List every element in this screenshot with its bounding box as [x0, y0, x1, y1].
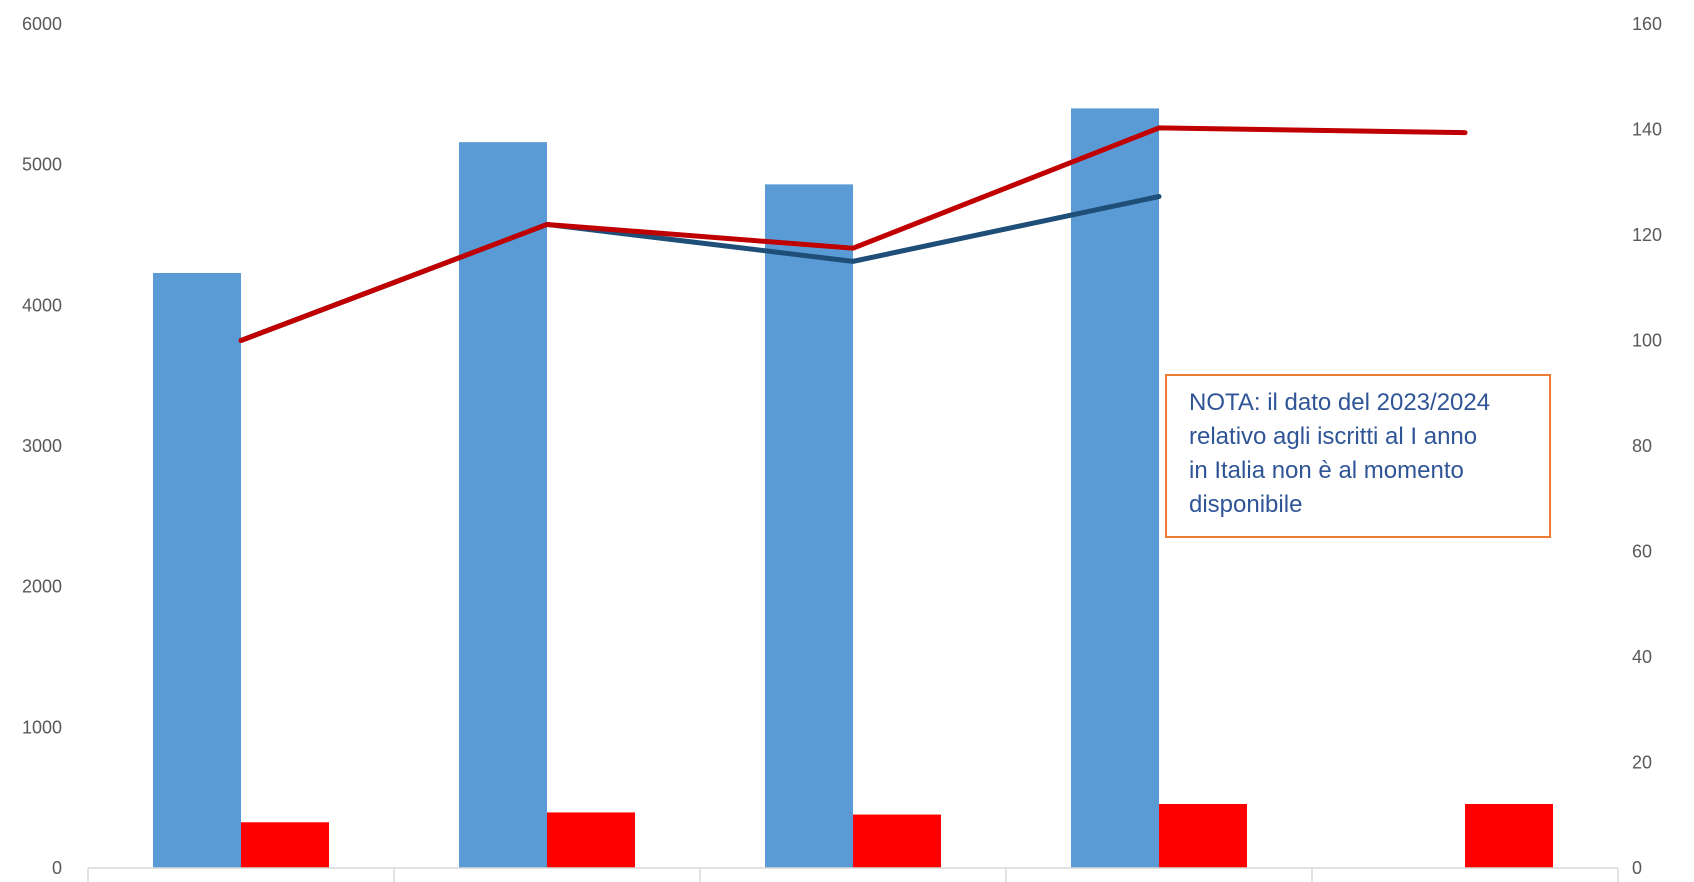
bar [241, 822, 329, 868]
x-tick-label: 2023/2024 [1422, 880, 1507, 882]
right-y-tick-label: 140 [1632, 120, 1662, 140]
right-y-tick-label: 100 [1632, 331, 1662, 351]
right-y-tick-label: 80 [1632, 436, 1652, 456]
series-line [238, 125, 1468, 343]
bar [853, 814, 941, 868]
note-line: disponibile [1189, 491, 1303, 518]
line-series [238, 125, 1468, 343]
bar [547, 812, 635, 868]
x-tick-label: 2020/2021 [504, 880, 589, 882]
bar [1159, 803, 1247, 868]
x-tick-label: 2022/2023 [1116, 880, 1201, 882]
bar-series [153, 108, 1553, 869]
series-line [238, 193, 1162, 343]
right-y-tick-label: 20 [1632, 753, 1652, 773]
x-axis: 2019/2020 2020/2021 2021/2022 2022/2023 2023… [87, 867, 1619, 882]
bar [459, 142, 547, 868]
right-y-tick-label: 0 [1632, 858, 1642, 878]
left-y-tick-label: 5000 [22, 155, 62, 175]
note-line: in Italia non è al momento [1189, 457, 1464, 484]
left-y-tick-label: 3000 [22, 436, 62, 456]
left-y-axis: 0 1000 2000 3000 4000 5000 6000 [22, 14, 62, 878]
left-y-tick-label: 4000 [22, 295, 62, 315]
right-y-tick-label: 160 [1632, 14, 1662, 34]
x-tick-label: 2021/2022 [810, 880, 895, 882]
bar [1465, 803, 1553, 868]
x-tick-label: 2019/2020 [198, 880, 283, 882]
note-line: NOTA: il dato del 2023/2024 [1189, 389, 1491, 416]
left-y-tick-label: 0 [52, 858, 62, 878]
right-y-tick-label: 40 [1632, 647, 1652, 667]
right-y-axis: 0 20 40 60 80 100 120 140 160 [1632, 14, 1662, 878]
bar [153, 272, 241, 869]
bar [765, 184, 853, 869]
left-y-tick-label: 6000 [22, 14, 62, 34]
note-box: NOTA: il dato del 2023/2024 relativo agl… [1165, 374, 1551, 538]
left-y-tick-label: 1000 [22, 717, 62, 737]
note-line: relativo agli iscritti al I anno [1189, 423, 1478, 450]
right-y-tick-label: 60 [1632, 542, 1652, 562]
bar [1071, 108, 1159, 868]
right-y-tick-label: 120 [1632, 225, 1662, 245]
left-y-tick-label: 2000 [22, 577, 62, 597]
note-text: NOTA: il dato del 2023/2024 relativo agl… [1189, 386, 1535, 522]
